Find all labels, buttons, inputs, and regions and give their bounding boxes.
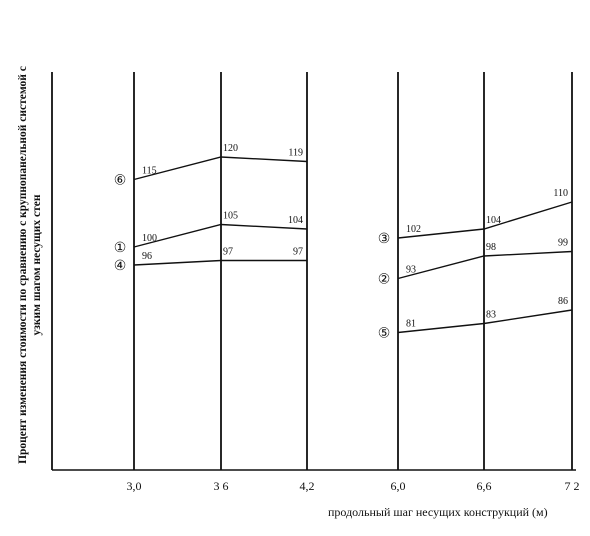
data-label-5-2: 83 [486,310,496,321]
data-label-6-1: 115 [142,166,157,177]
y-axis-label: Процент изменения стоимости по сравнению… [17,66,43,464]
data-label-3-2: 104 [486,215,501,226]
data-label-2-1: 93 [406,265,416,276]
series-marker-4: ④ [114,259,127,274]
series-line-3 [397,201,573,239]
grid-lines [51,72,576,471]
series-marker-2: ② [378,273,391,288]
series-5: 81 83 86 ⑤ [378,296,573,342]
series-marker-3: ③ [378,232,391,247]
data-label-3-3: 110 [553,188,568,199]
data-label-4-2: 97 [223,247,233,258]
x-tick-label-6: 7 2 [565,479,580,493]
data-label-2-2: 98 [486,242,496,253]
series-line-2 [397,250,573,280]
x-axis-label: продольный шаг несущих конструкций (м) [328,505,548,519]
series-2: 93 98 99 ② [378,238,573,288]
y-axis-label-line-1: Процент изменения стоимости по сравнению… [17,66,29,464]
data-label-1-1: 100 [142,233,157,244]
data-label-1-2: 105 [223,211,238,222]
data-label-6-3: 119 [288,148,303,159]
data-label-2-3: 99 [558,238,568,249]
data-label-1-3: 104 [288,215,303,226]
y-axis-label-line-2: узким шагом несущих стен [31,194,43,335]
series-1: 100 105 104 ① [114,211,308,256]
data-label-5-1: 81 [406,319,416,330]
series-6: 115 120 119 ⑥ [114,143,308,189]
series-4: 96 97 97 ④ [114,247,307,274]
x-tick-label-2: 3 6 [214,479,229,493]
series-line-4 [133,259,307,266]
series-3: 102 104 110 ③ [378,188,573,247]
data-label-4-1: 96 [142,251,152,262]
data-label-5-3: 86 [558,296,568,307]
data-label-4-3: 97 [293,247,303,258]
data-label-3-1: 102 [406,224,421,235]
series-line-6 [133,156,308,181]
x-tick-label-5: 6,6 [477,479,492,493]
data-label-6-2: 120 [223,143,238,154]
series-marker-5: ⑤ [378,327,391,342]
x-tick-label-3: 4,2 [300,479,315,493]
series-marker-6: ⑥ [114,174,127,189]
x-tick-label-1: 3,0 [127,479,142,493]
x-tick-labels: 3,0 3 6 4,2 6,0 6,6 7 2 [127,479,580,493]
x-tick-label-4: 6,0 [391,479,406,493]
series-line-1 [133,223,308,248]
series-marker-1: ① [114,241,127,256]
series-line-5 [397,309,573,334]
